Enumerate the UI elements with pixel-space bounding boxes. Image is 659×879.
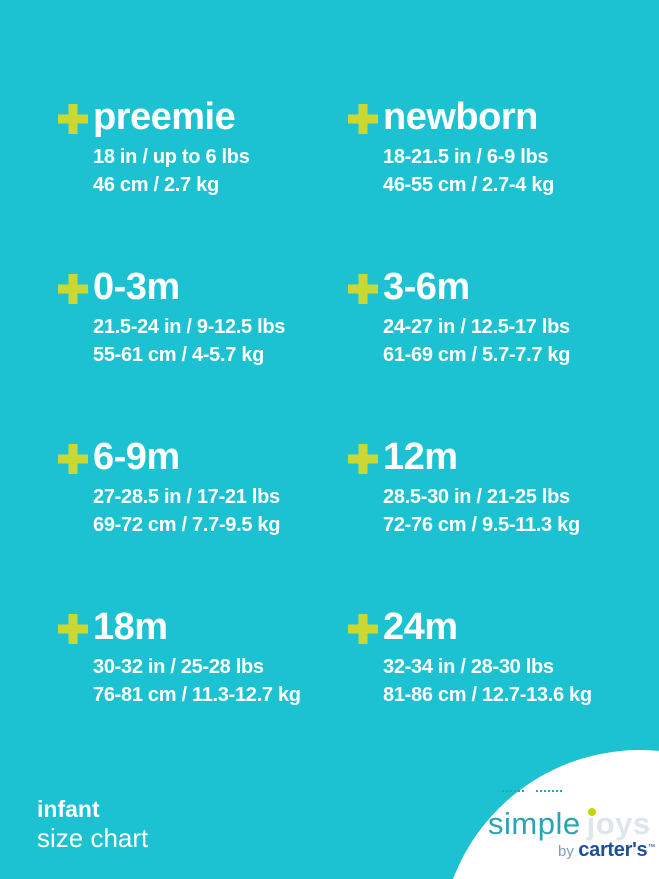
imperial-measurements: 18-21.5 in / 6-9 lbs <box>383 146 549 168</box>
metric-measurements: 55-61 cm / 4-5.7 kg <box>93 344 265 366</box>
plus-icon <box>348 104 378 134</box>
size-label: newborn <box>383 96 538 138</box>
size-label: 0-3m <box>93 266 180 308</box>
plus-icon <box>58 444 88 474</box>
size-cell-18m: 18m 30-32 in / 25-28 lbs 76-81 cm / 11.3… <box>58 598 348 768</box>
byline-by-text: by <box>558 843 574 860</box>
plus-icon <box>58 104 88 134</box>
dotted-underline-icon <box>536 790 562 792</box>
imperial-measurements: 21.5-24 in / 9-12.5 lbs <box>93 316 286 338</box>
imperial-measurements: 18 in / up to 6 lbs <box>93 146 250 168</box>
metric-measurements: 72-76 cm / 9.5-11.3 kg <box>383 514 580 536</box>
logo-joys-text: joys <box>586 806 651 841</box>
size-grid: preemie 18 in / up to 6 lbs 46 cm / 2.7 … <box>58 88 620 768</box>
metric-measurements: 76-81 cm / 11.3-12.7 kg <box>93 684 301 706</box>
dotted-underline-icon <box>502 790 524 792</box>
size-label: 24m <box>383 606 458 648</box>
size-label: 3-6m <box>383 266 470 308</box>
size-label: 18m <box>93 606 168 648</box>
metric-measurements: 46 cm / 2.7 kg <box>93 174 219 196</box>
size-cell-6-9m: 6-9m 27-28.5 in / 17-21 lbs 69-72 cm / 7… <box>58 428 348 598</box>
size-cell-12m: 12m 28.5-30 in / 21-25 lbs 72-76 cm / 9.… <box>348 428 620 598</box>
size-cell-24m: 24m 32-34 in / 28-30 lbs 81-86 cm / 12.7… <box>348 598 620 768</box>
imperial-measurements: 28.5-30 in / 21-25 lbs <box>383 486 570 508</box>
size-label: 12m <box>383 436 458 478</box>
imperial-measurements: 27-28.5 in / 17-21 lbs <box>93 486 280 508</box>
size-cell-preemie: preemie 18 in / up to 6 lbs 46 cm / 2.7 … <box>58 88 348 258</box>
imperial-measurements: 24-27 in / 12.5-17 lbs <box>383 316 570 338</box>
plus-icon <box>348 274 378 304</box>
metric-measurements: 61-69 cm / 5.7-7.7 kg <box>383 344 571 366</box>
trademark-symbol: ™ <box>647 842 656 852</box>
chart-category: infant <box>37 796 100 822</box>
size-cell-3-6m: 3-6m 24-27 in / 12.5-17 lbs 61-69 cm / 5… <box>348 258 620 428</box>
logo-simple-text: simple <box>488 806 581 841</box>
byline: by carter's™ <box>558 839 655 862</box>
plus-icon <box>348 444 378 474</box>
chart-caption: infant size chart <box>37 795 148 853</box>
brand-logo: simple joys <box>488 806 651 842</box>
plus-icon <box>58 614 88 644</box>
size-label: 6-9m <box>93 436 180 478</box>
size-label: preemie <box>93 96 236 138</box>
metric-measurements: 46-55 cm / 2.7-4 kg <box>383 174 555 196</box>
size-cell-newborn: newborn 18-21.5 in / 6-9 lbs 46-55 cm / … <box>348 88 620 258</box>
brand-logo-circle: simple joys by carter's™ <box>440 750 659 879</box>
imperial-measurements: 30-32 in / 25-28 lbs <box>93 656 264 678</box>
byline-carters-text: carter's <box>578 839 648 861</box>
metric-measurements: 81-86 cm / 12.7-13.6 kg <box>383 684 592 706</box>
imperial-measurements: 32-34 in / 28-30 lbs <box>383 656 554 678</box>
plus-icon <box>348 614 378 644</box>
plus-icon <box>58 274 88 304</box>
size-cell-0-3m: 0-3m 21.5-24 in / 9-12.5 lbs 55-61 cm / … <box>58 258 348 428</box>
metric-measurements: 69-72 cm / 7.7-9.5 kg <box>93 514 281 536</box>
chart-title: size chart <box>37 823 149 853</box>
j-dot-icon <box>587 808 596 816</box>
